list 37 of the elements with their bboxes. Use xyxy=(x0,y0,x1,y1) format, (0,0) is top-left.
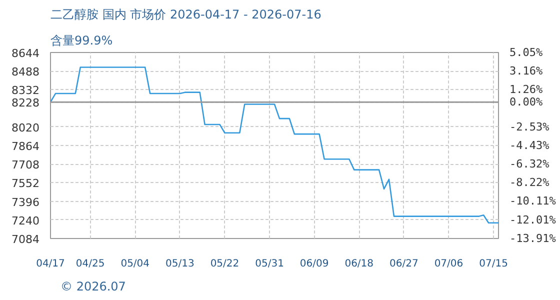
y-tick-label: 7552 xyxy=(12,177,40,190)
y-tick-label: 7084 xyxy=(12,233,40,246)
x-tick-label: 04/25 xyxy=(76,258,105,270)
x-tick-label: 05/22 xyxy=(210,258,240,270)
y2-tick-label: 1.26% xyxy=(510,83,543,96)
y-tick-label: 8644 xyxy=(12,47,40,60)
y2-tick-label: -10.11% xyxy=(510,194,556,208)
chart-title: 二乙醇胺 国内 市场价 2026-04-17 - 2026-07-16 xyxy=(50,8,322,22)
x-tick-label: 05/31 xyxy=(255,258,284,270)
line-series xyxy=(50,66,498,224)
y2-tick-label: 3.16% xyxy=(510,64,543,78)
x-tick-label: 04/17 xyxy=(36,258,65,270)
x-tick-label: 06/09 xyxy=(300,258,329,270)
x-tick-label: 07/06 xyxy=(434,258,464,270)
y-tick-label: 7396 xyxy=(12,196,40,209)
y-tick-label: 7864 xyxy=(12,140,40,153)
y-tick-label: 7708 xyxy=(12,158,40,172)
x-tick-label: 06/27 xyxy=(390,258,418,270)
y-tick-label: 7240 xyxy=(12,214,40,228)
y-tick-label: 8228 xyxy=(12,96,40,110)
y2-tick-label: -4.43% xyxy=(510,139,550,152)
y2-tick-label: -2.53% xyxy=(510,120,550,134)
x-tick-label: 07/15 xyxy=(479,258,508,270)
y-tick-label: 8020 xyxy=(12,121,40,134)
y2-tick-label: -12.01% xyxy=(510,213,556,226)
y-tick-label: 8488 xyxy=(12,66,40,79)
y-tick-label: 8332 xyxy=(12,84,40,98)
y2-tick-label: 0.00% xyxy=(510,96,543,109)
chart-subtitle: 含量99.9% xyxy=(50,34,113,48)
y2-tick-label: -13.91% xyxy=(510,232,556,245)
text: © 2026.07 xyxy=(60,280,126,294)
y2-tick-label: -6.32% xyxy=(510,158,550,171)
x-tick-label: 05/13 xyxy=(166,258,194,270)
x-tick-label: 06/18 xyxy=(344,258,374,270)
x-tick-label: 05/04 xyxy=(120,258,150,270)
y2-tick-label: -8.22% xyxy=(510,176,550,190)
y2-tick-label: 5.05% xyxy=(510,46,543,59)
